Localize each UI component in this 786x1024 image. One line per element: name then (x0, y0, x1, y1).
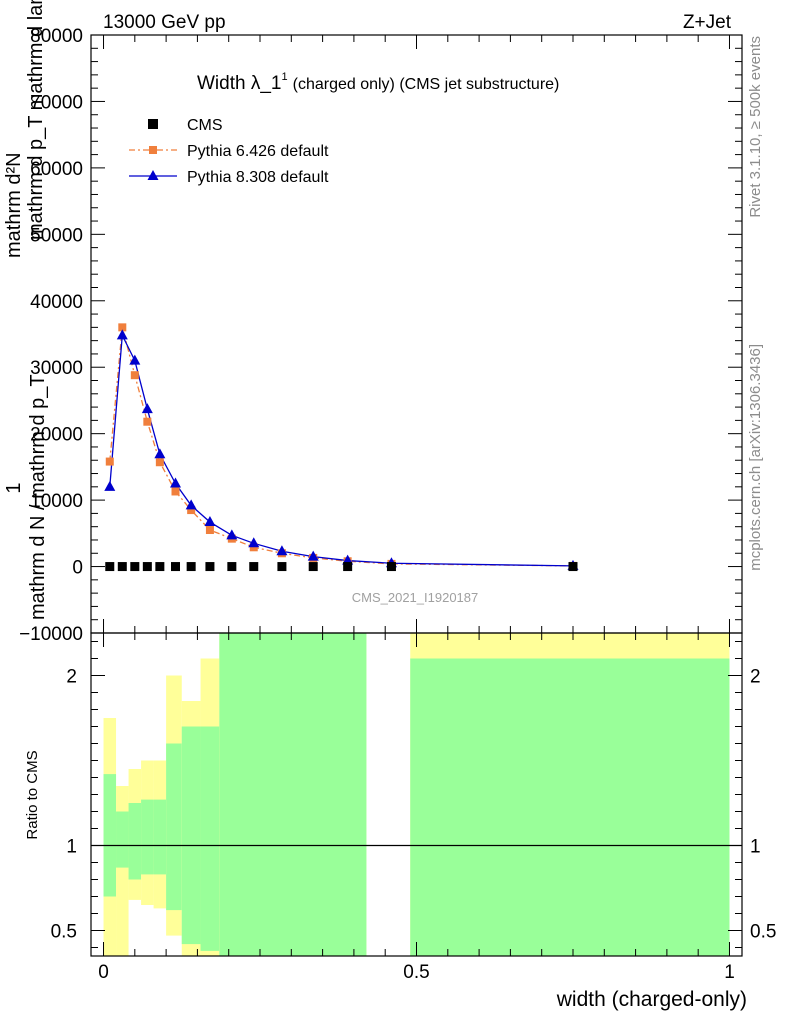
chart-title-rest: (charged only) (CMS jet substructure) (293, 76, 560, 93)
point-pythia6 (187, 506, 196, 515)
point-pythia6 (205, 526, 214, 535)
ratio-bands (103, 633, 730, 956)
point-cms (142, 562, 152, 572)
main-y-tick-label: 0 (72, 558, 83, 579)
point-pythia8 (226, 529, 238, 540)
main-y-tick-label: 20000 (30, 425, 83, 446)
legend: CMS Pythia 6.426 default Pythia 8.308 defa… (129, 117, 329, 186)
y-axis-label-line: 1 (3, 482, 25, 493)
rivet-version-label: Rivet 3.1.10, ≥ 500k events (747, 36, 764, 218)
ratio-band-inner (116, 811, 129, 868)
point-cms (343, 562, 353, 572)
main-y-tick-label: 50000 (30, 225, 83, 246)
main-y-tick-label: 30000 (30, 358, 83, 379)
ratio-band-inner (128, 803, 142, 880)
main-y-tick-label: 60000 (30, 159, 83, 180)
point-cms (227, 562, 237, 572)
ratio-band-inner (166, 743, 182, 911)
point-cms (171, 562, 181, 572)
ratio-band-inner (200, 726, 220, 951)
ratio-y-tick-label: 2 (66, 667, 77, 688)
main-y-tick-label: 40000 (30, 292, 83, 313)
point-cms (568, 562, 578, 572)
y-axis-label-line: mathrm d p_T mathrm d lambda (25, 0, 47, 240)
main-y-tick-label: 10000 (30, 491, 83, 512)
point-pythia6 (118, 323, 127, 332)
point-pythia8 (185, 499, 197, 510)
point-pythia6 (143, 417, 152, 426)
header-left: 13000 GeV pp (103, 12, 226, 33)
legend-marker-cms (148, 119, 158, 129)
main-y-tick-label: −10000 (19, 624, 83, 645)
y-axis-label-line: mathrm d N / mathrm d p_T (27, 374, 49, 620)
point-pythia8 (154, 448, 166, 459)
ratio-y-ticks: 0.5 0.5 1 1 2 2 (51, 641, 776, 948)
main-y-ticks: −10000 0 10000 20000 30000 40000 50000 60000 700… (19, 26, 742, 645)
x-tick-label: 0.5 (403, 962, 429, 983)
point-pythia8 (307, 550, 319, 561)
point-cms (277, 562, 287, 572)
point-cms (117, 562, 127, 572)
main-y-axis-label: mathrm d²N mathrm d p_T mathrm d lambda ma… (3, 0, 49, 620)
point-cms (249, 562, 259, 572)
ratio-y-tick-label: 0.5 (51, 922, 77, 943)
point-pythia8 (129, 354, 141, 365)
chart-title-sup: 1 (281, 71, 287, 83)
main-y-tick-label: 80000 (30, 26, 83, 47)
point-pythia8 (104, 480, 116, 491)
point-pythia8 (276, 545, 288, 556)
point-cms (205, 562, 215, 572)
chart-title: Width λ_11 (charged only) (CMS jet substr… (197, 71, 559, 94)
main-y-tick-label: 70000 (30, 92, 83, 113)
x-tick-label: 1 (724, 962, 735, 983)
ratio-band-inner (153, 799, 167, 875)
point-pythia8 (204, 516, 216, 527)
ratio-band-inner (141, 799, 154, 875)
legend-marker-pythia6 (149, 146, 157, 154)
point-cms (130, 562, 140, 572)
header-right: Z+Jet (683, 12, 732, 33)
point-pythia8 (248, 537, 260, 548)
ratio-band-inner (103, 774, 117, 897)
legend-label: Pythia 8.308 default (187, 169, 329, 186)
ratio-y-tick-label-right: 2 (750, 667, 761, 688)
ratio-band-inner (219, 633, 367, 956)
series-line-pythia8 (109, 332, 573, 567)
point-cms (308, 562, 318, 572)
ratio-band-inner (410, 658, 730, 956)
point-pythia8 (141, 403, 153, 414)
ratio-y-tick-label: 1 (66, 837, 77, 858)
point-pythia6 (105, 457, 114, 466)
point-cms (155, 562, 165, 572)
point-pythia6 (155, 458, 164, 467)
legend-label: Pythia 6.426 default (187, 143, 329, 160)
point-cms (186, 562, 196, 572)
chart-title-main: Width λ_1 (197, 73, 281, 94)
mcplots-label: mcplots.cern.ch [arXiv:1306.3436] (747, 344, 764, 571)
ratio-band-inner (181, 726, 201, 945)
ratio-y-tick-label-right: 1 (750, 837, 761, 858)
ratio-y-axis-label: Ratio to CMS (24, 750, 41, 839)
ratio-y-tick-label-right: 0.5 (750, 922, 776, 943)
x-axis-label: width (charged-only) (556, 988, 747, 1011)
point-pythia6 (171, 487, 180, 496)
point-cms (105, 562, 115, 572)
analysis-watermark: CMS_2021_I1920187 (352, 590, 479, 605)
x-tick-label: 0 (98, 962, 109, 983)
x-ticks: 0 0.5 1 (98, 35, 735, 983)
point-cms (386, 562, 396, 572)
legend-label: CMS (187, 117, 223, 134)
point-pythia8 (170, 477, 182, 488)
point-pythia8 (116, 329, 128, 340)
point-pythia6 (130, 371, 139, 380)
series-line-pythia6 (109, 327, 573, 567)
series-layer (104, 323, 579, 572)
y-axis-label-line: mathrm d²N (3, 152, 25, 258)
legend-marker-pythia8 (147, 170, 159, 180)
